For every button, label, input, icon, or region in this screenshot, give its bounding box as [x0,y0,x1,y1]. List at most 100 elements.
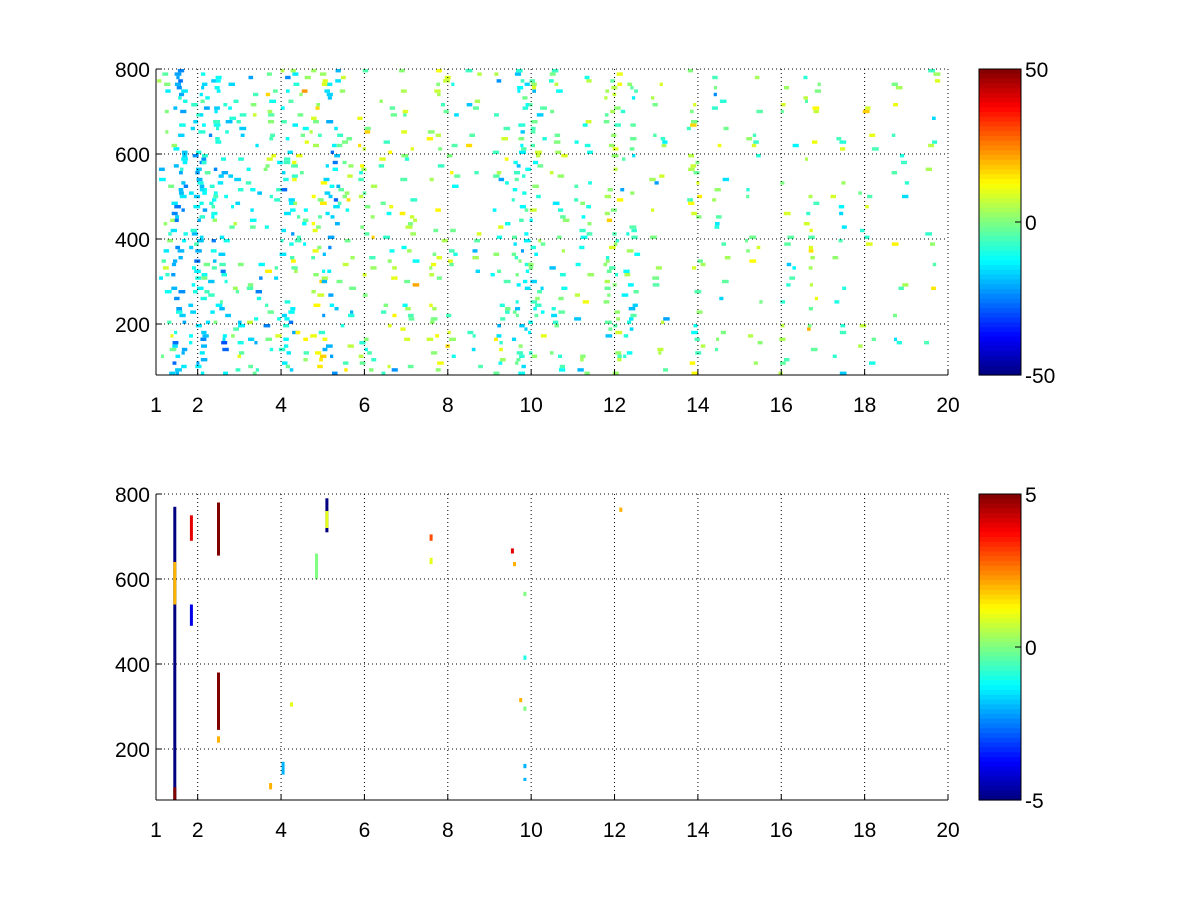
heatmap-cell [204,171,211,175]
heatmap-cell [342,262,349,267]
heatmap-cell [531,120,538,124]
heatmap-cell [170,218,176,222]
heatmap-cell [283,344,289,348]
heatmap-cell [517,86,524,90]
heatmap-cell [322,252,326,256]
heatmap-cell [447,154,453,158]
heatmap-cell [687,198,693,202]
heatmap-cell [518,137,525,141]
heatmap-cell [540,310,545,314]
heatmap-segment [281,761,285,775]
heatmap-cell [400,89,407,93]
heatmap-cell [813,109,819,114]
heatmap-cell [688,154,695,158]
x-tick-label: 2 [192,394,204,417]
heatmap-cell [181,89,188,93]
heatmap-cell [551,313,558,318]
heatmap-cell [792,143,799,148]
heatmap-cell [531,86,537,90]
heatmap-cell [519,354,525,358]
heatmap-cell [336,143,343,148]
heatmap-cell [437,164,445,168]
heatmap-cell [300,133,305,137]
colorbar-swatch [979,260,1021,266]
colorbar-swatch [979,303,1021,309]
heatmap-cell [335,79,341,83]
heatmap-cell [437,92,441,97]
colorbar-swatch [979,265,1021,271]
heatmap-cell [179,123,186,127]
heatmap-cell [282,361,288,365]
heatmap-cell [347,344,354,348]
heatmap-cell [410,215,415,219]
heatmap-cell [176,75,180,80]
heatmap-segment [523,777,527,781]
heatmap-cell [387,364,391,369]
heatmap-cell [521,249,524,253]
heatmap-cell [505,181,509,185]
heatmap-cell [435,334,439,338]
heatmap-cell [370,266,377,270]
heatmap-cell [925,167,932,171]
heatmap-cell [611,133,617,137]
heatmap-cell [332,160,338,165]
heatmap-cell [381,310,387,314]
heatmap-cell [540,106,547,110]
heatmap-cell [514,72,522,76]
heatmap-cell [606,218,613,222]
heatmap-cell [925,232,932,236]
heatmap-cell [893,103,898,107]
colorbar-swatch [979,355,1021,362]
heatmap-cell [617,82,623,86]
heatmap-cell [235,368,241,372]
heatmap-cell [437,361,444,365]
heatmap-segment [269,783,273,790]
heatmap-cell [812,106,820,110]
heatmap-cell [288,320,294,324]
heatmap-cell [392,266,397,270]
heatmap-cell [780,181,785,185]
heatmap-segment [523,655,527,660]
colorbar-swatch [979,556,1021,562]
heatmap-cell [329,184,335,188]
heatmap-cell [712,75,718,80]
heatmap-cell [617,358,622,362]
heatmap-cell [505,222,511,226]
colorbar-swatch [979,231,1021,237]
heatmap-cell [248,75,254,80]
heatmap-cell [179,313,186,318]
heatmap-cell [195,276,202,280]
heatmap-cell [498,225,504,229]
heatmap-cell [805,99,808,103]
y-tick-label: 400 [115,654,150,677]
heatmap-cell [498,361,503,365]
heatmap-cell [649,177,656,182]
heatmap-cell [212,218,217,222]
heatmap-cell [720,330,726,335]
heatmap-cell [627,82,633,86]
colorbar-swatch [979,327,1021,333]
heatmap-cell [181,351,185,355]
colorbar-swatch [979,317,1021,324]
colorbar-swatch [979,522,1021,529]
heatmap-cell [279,252,287,256]
colorbar-swatch [979,107,1021,113]
heatmap-cell [291,266,298,270]
heatmap-cell [904,181,910,185]
colorbar-swatch [979,135,1021,142]
heatmap-cell [265,337,272,341]
heatmap-cell [191,283,196,287]
colorbar-swatch [979,207,1021,214]
colorbar-swatch [979,269,1021,276]
heatmap-cell [580,354,586,358]
heatmap-cell [412,283,420,287]
heatmap-cell [552,201,560,205]
heatmap-cell [549,351,554,355]
heatmap-cells [157,69,941,375]
heatmap-cell [584,143,591,148]
heatmap-cell [518,259,522,263]
heatmap-cell [175,354,181,358]
colorbar-swatch [979,284,1021,290]
heatmap-segment [519,698,523,703]
colorbar-tick-label: -5 [1025,790,1044,813]
